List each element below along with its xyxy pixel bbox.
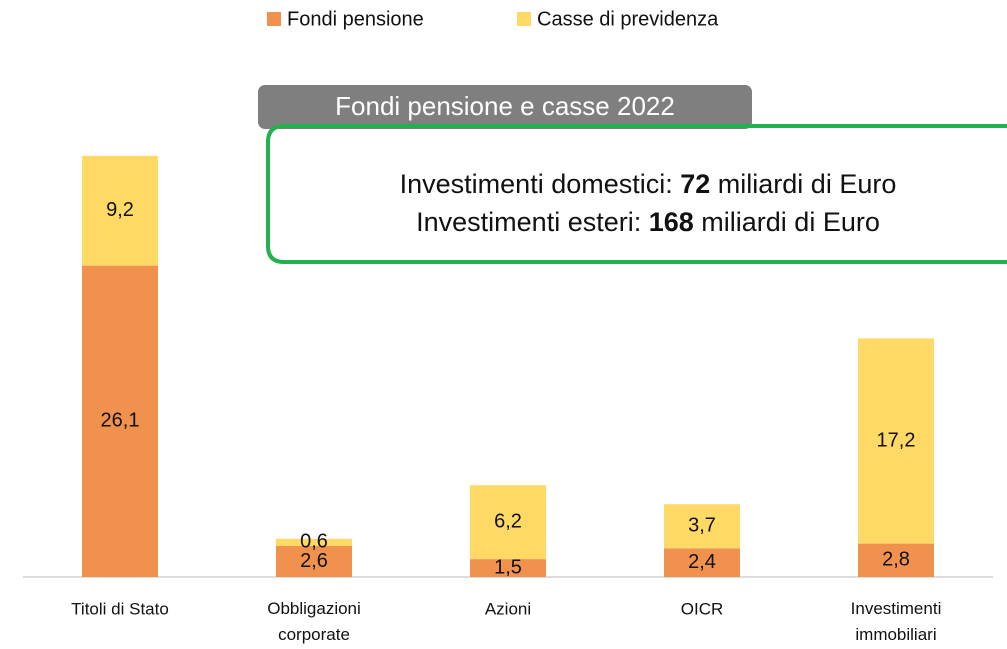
legend-swatch (517, 12, 531, 26)
annotation-text: miliardi di Euro (694, 207, 880, 237)
bar-segment (276, 538, 352, 546)
annotation-text: Investimenti domestici: (400, 169, 681, 199)
x-tick-label: OICR (681, 599, 724, 618)
legend-swatch (267, 12, 281, 26)
annotation-frame (266, 124, 1007, 264)
annotation-title-box (258, 85, 752, 129)
bar-segment (82, 155, 158, 266)
bar-segment (82, 265, 158, 577)
data-label: 3,7 (688, 515, 716, 537)
legend-label: Fondi pensione (287, 8, 424, 30)
data-label: 26,1 (101, 410, 140, 432)
bar-segment (470, 485, 546, 560)
data-label: 6,2 (494, 510, 522, 532)
data-label: 2,6 (300, 550, 328, 572)
bar-segment (664, 504, 740, 549)
annotation-line: Investimenti esteri: 168 miliardi di Eur… (416, 207, 880, 237)
x-tick-label: Obbligazioni corporate (267, 599, 361, 644)
x-tick-label: Azioni (485, 599, 531, 618)
annotation-text: miliardi di Euro (710, 169, 896, 199)
bar-segment (858, 543, 934, 577)
annotation-title: Fondi pensione e casse 2022 (335, 91, 675, 121)
data-label: 2,4 (688, 551, 716, 573)
annotation-number: 72 (680, 169, 710, 199)
annotation-number: 168 (649, 207, 694, 237)
data-label: 0,6 (300, 531, 328, 553)
data-label: 9,2 (106, 199, 134, 221)
bar-segment (276, 545, 352, 577)
data-label: 17,2 (877, 429, 916, 451)
data-label: 2,8 (882, 549, 910, 571)
bar-segment (470, 559, 546, 577)
bar-segment (858, 338, 934, 544)
x-tick-label: Investimenti immobiliari (851, 599, 942, 644)
annotation-line: Investimenti domestici: 72 miliardi di E… (400, 169, 897, 199)
data-label: 1,5 (494, 556, 522, 578)
annotation-frame-corner (266, 124, 752, 143)
bar-segment (664, 548, 740, 577)
legend-label: Casse di previdenza (537, 8, 719, 30)
x-tick-label: Titoli di Stato (71, 599, 169, 618)
annotation-text: Investimenti esteri: (416, 207, 649, 237)
